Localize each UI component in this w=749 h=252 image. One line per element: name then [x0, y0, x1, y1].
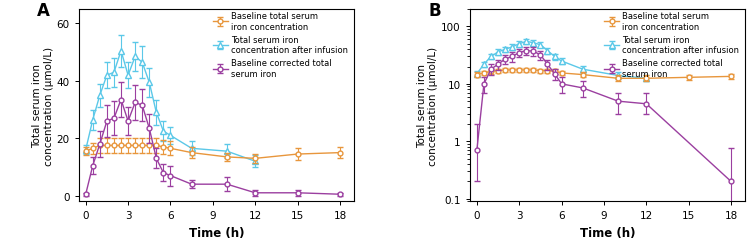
Legend: Baseline total serum
iron concentration, Total serum iron
concentration after in: Baseline total serum iron concentration,…: [602, 10, 741, 80]
Y-axis label: Total serum iron
concentration (μmol/L): Total serum iron concentration (μmol/L): [416, 47, 438, 165]
Y-axis label: Total serum iron
concentration (μmol/L): Total serum iron concentration (μmol/L): [32, 47, 54, 165]
Legend: Baseline total serum
iron concentration, Total serum iron
concentration after in: Baseline total serum iron concentration,…: [211, 10, 350, 80]
Text: B: B: [428, 3, 441, 20]
X-axis label: Time (h): Time (h): [189, 226, 244, 239]
X-axis label: Time (h): Time (h): [580, 226, 635, 239]
Text: A: A: [37, 3, 50, 20]
